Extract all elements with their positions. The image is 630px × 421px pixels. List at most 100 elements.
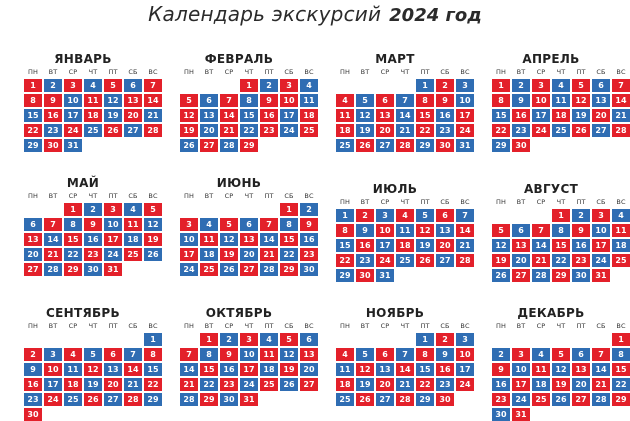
day-cell[interactable]: 8 [416, 94, 434, 107]
day-cell[interactable]: 22 [200, 378, 218, 391]
day-cell[interactable]: 8 [200, 348, 218, 361]
day-cell[interactable]: 16 [572, 239, 590, 252]
day-cell[interactable]: 28 [456, 254, 474, 267]
day-cell[interactable]: 23 [512, 124, 530, 137]
day-cell[interactable]: 9 [24, 363, 42, 376]
day-cell[interactable]: 6 [124, 79, 142, 92]
day-cell[interactable]: 24 [456, 378, 474, 391]
day-cell[interactable]: 11 [336, 363, 354, 376]
day-cell[interactable]: 15 [612, 363, 630, 376]
day-cell[interactable]: 23 [300, 248, 318, 261]
day-cell[interactable]: 9 [492, 363, 510, 376]
day-cell[interactable]: 9 [220, 348, 238, 361]
day-cell[interactable]: 20 [436, 239, 454, 252]
day-cell[interactable]: 4 [124, 203, 142, 216]
day-cell[interactable]: 12 [416, 224, 434, 237]
day-cell[interactable]: 4 [396, 209, 414, 222]
day-cell[interactable]: 19 [180, 124, 198, 137]
day-cell[interactable]: 12 [356, 109, 374, 122]
day-cell[interactable]: 12 [572, 94, 590, 107]
day-cell[interactable]: 11 [84, 94, 102, 107]
day-cell[interactable]: 11 [64, 363, 82, 376]
day-cell[interactable]: 12 [220, 233, 238, 246]
day-cell[interactable]: 16 [84, 233, 102, 246]
day-cell[interactable]: 29 [280, 263, 298, 276]
day-cell[interactable]: 6 [376, 348, 394, 361]
day-cell[interactable]: 6 [512, 224, 530, 237]
day-cell[interactable]: 24 [104, 248, 122, 261]
day-cell[interactable]: 30 [356, 269, 374, 282]
day-cell[interactable]: 27 [376, 139, 394, 152]
day-cell[interactable]: 17 [376, 239, 394, 252]
day-cell[interactable]: 3 [240, 333, 258, 346]
day-cell[interactable]: 18 [260, 363, 278, 376]
day-cell[interactable]: 2 [300, 203, 318, 216]
day-cell[interactable]: 6 [436, 209, 454, 222]
day-cell[interactable]: 5 [280, 333, 298, 346]
day-cell[interactable]: 4 [84, 79, 102, 92]
day-cell[interactable]: 16 [44, 109, 62, 122]
day-cell[interactable]: 21 [220, 124, 238, 137]
day-cell[interactable]: 13 [200, 109, 218, 122]
day-cell[interactable]: 22 [64, 248, 82, 261]
day-cell[interactable]: 15 [552, 239, 570, 252]
day-cell[interactable]: 20 [200, 124, 218, 137]
day-cell[interactable]: 10 [376, 224, 394, 237]
day-cell[interactable]: 29 [24, 139, 42, 152]
day-cell[interactable]: 18 [396, 239, 414, 252]
day-cell[interactable]: 22 [612, 378, 630, 391]
day-cell[interactable]: 26 [552, 393, 570, 406]
day-cell[interactable]: 25 [64, 393, 82, 406]
day-cell[interactable]: 30 [572, 269, 590, 282]
day-cell[interactable]: 13 [104, 363, 122, 376]
day-cell[interactable]: 19 [144, 233, 162, 246]
day-cell[interactable]: 22 [336, 254, 354, 267]
day-cell[interactable]: 29 [612, 393, 630, 406]
day-cell[interactable]: 14 [144, 94, 162, 107]
day-cell[interactable]: 8 [492, 94, 510, 107]
day-cell[interactable]: 11 [396, 224, 414, 237]
day-cell[interactable]: 17 [64, 109, 82, 122]
day-cell[interactable]: 19 [552, 378, 570, 391]
day-cell[interactable]: 20 [124, 109, 142, 122]
day-cell[interactable]: 30 [24, 408, 42, 421]
day-cell[interactable]: 15 [64, 233, 82, 246]
day-cell[interactable]: 28 [532, 269, 550, 282]
day-cell[interactable]: 5 [356, 94, 374, 107]
day-cell[interactable]: 21 [612, 109, 630, 122]
day-cell[interactable]: 10 [456, 94, 474, 107]
day-cell[interactable]: 3 [180, 218, 198, 231]
day-cell[interactable]: 19 [572, 109, 590, 122]
day-cell[interactable]: 10 [44, 363, 62, 376]
day-cell[interactable]: 31 [64, 139, 82, 152]
day-cell[interactable]: 23 [260, 124, 278, 137]
day-cell[interactable]: 28 [180, 393, 198, 406]
day-cell[interactable]: 6 [300, 333, 318, 346]
day-cell[interactable]: 7 [612, 79, 630, 92]
day-cell[interactable]: 1 [552, 209, 570, 222]
day-cell[interactable]: 9 [356, 224, 374, 237]
day-cell[interactable]: 18 [64, 378, 82, 391]
day-cell[interactable]: 9 [512, 94, 530, 107]
day-cell[interactable]: 6 [200, 94, 218, 107]
day-cell[interactable]: 11 [612, 224, 630, 237]
day-cell[interactable]: 1 [492, 79, 510, 92]
day-cell[interactable]: 1 [416, 79, 434, 92]
day-cell[interactable]: 22 [416, 124, 434, 137]
day-cell[interactable]: 1 [200, 333, 218, 346]
day-cell[interactable]: 17 [104, 233, 122, 246]
day-cell[interactable]: 2 [512, 79, 530, 92]
day-cell[interactable]: 1 [24, 79, 42, 92]
day-cell[interactable]: 13 [436, 224, 454, 237]
day-cell[interactable]: 29 [240, 139, 258, 152]
day-cell[interactable]: 24 [240, 378, 258, 391]
day-cell[interactable]: 7 [396, 94, 414, 107]
day-cell[interactable]: 21 [592, 378, 610, 391]
day-cell[interactable]: 7 [260, 218, 278, 231]
day-cell[interactable]: 17 [180, 248, 198, 261]
day-cell[interactable]: 18 [336, 378, 354, 391]
day-cell[interactable]: 16 [356, 239, 374, 252]
day-cell[interactable]: 27 [24, 263, 42, 276]
day-cell[interactable]: 31 [104, 263, 122, 276]
day-cell[interactable]: 12 [84, 363, 102, 376]
